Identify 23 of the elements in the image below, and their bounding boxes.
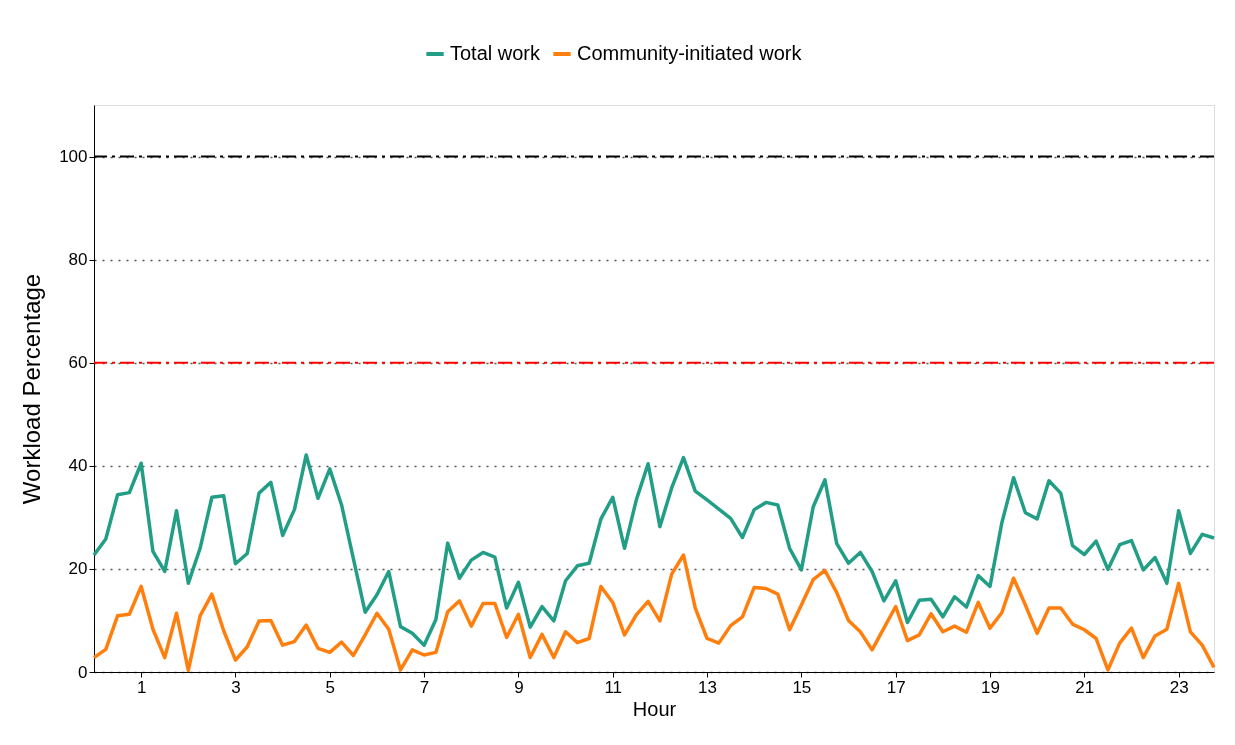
y-tick-label: 60 (68, 353, 88, 373)
x-tick-label: 13 (698, 677, 718, 697)
x-tick-label: 7 (419, 677, 430, 697)
x-tick-label: 21 (1075, 677, 1095, 697)
x-tick-label: 17 (886, 677, 906, 697)
x-tick-label: 3 (231, 677, 241, 697)
x-tick-label: 11 (604, 677, 623, 697)
y-tick-label: 100 (59, 147, 88, 167)
x-tick-label: 9 (514, 677, 524, 697)
x-tick-label: 5 (325, 677, 336, 697)
y-tick-label: 0 (78, 662, 88, 682)
x-tick-label: 1 (136, 677, 147, 697)
x-axis-title: Hour (632, 697, 677, 720)
legend-label: Community-initiated work (577, 42, 803, 64)
x-tick-label: 15 (792, 677, 812, 697)
y-tick-label: 80 (68, 250, 88, 270)
y-tick-label: 20 (68, 559, 88, 579)
legend-label: Total work (450, 42, 542, 64)
x-tick-label: 19 (981, 677, 1000, 697)
y-axis-title: Workload Percentage (18, 273, 46, 505)
y-tick-label: 40 (68, 456, 88, 476)
x-tick-label: 23 (1169, 677, 1189, 697)
line-series (92, 453, 1216, 647)
